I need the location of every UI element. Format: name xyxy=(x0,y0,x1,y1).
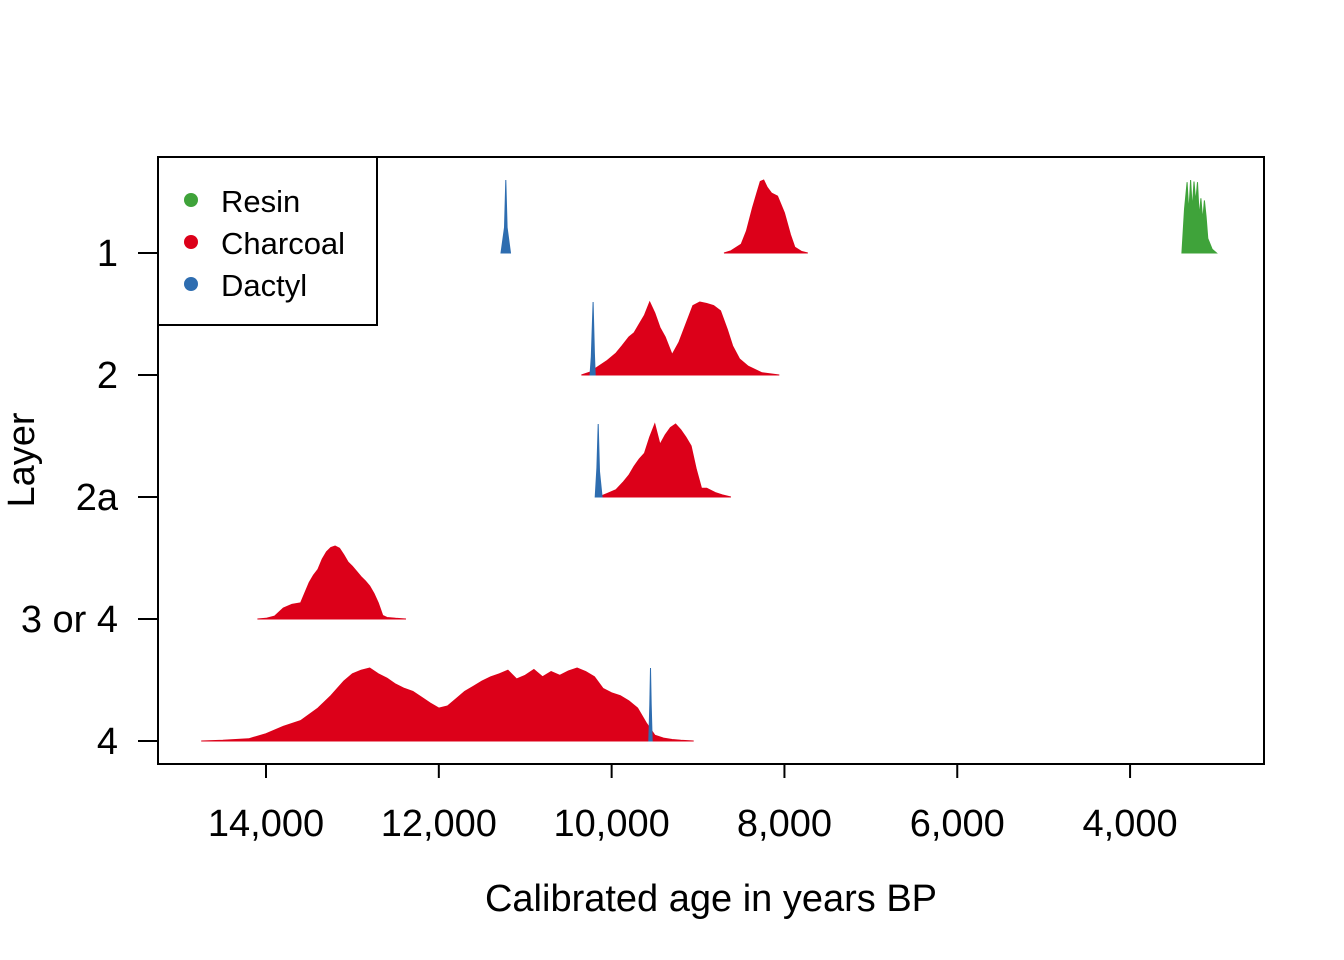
density-area-charcoal-layer-1 xyxy=(723,179,808,254)
density-area-charcoal-layer-2 xyxy=(581,300,780,376)
x-tick-label: 4,000 xyxy=(1083,803,1178,845)
y-tick-label: 3 or 4 xyxy=(21,599,118,641)
y-tick-label: 1 xyxy=(97,233,118,275)
legend-marker-dactyl xyxy=(184,277,198,291)
x-axis-label: Calibrated age in years BP xyxy=(485,878,937,920)
y-tick-label: 2a xyxy=(76,477,119,519)
density-area-charcoal-layer-4 xyxy=(201,667,694,742)
density-area-dactyl-layer-2 xyxy=(589,301,596,376)
density-area-dactyl-layer-4 xyxy=(648,667,653,742)
x-tick-label: 6,000 xyxy=(910,803,1005,845)
y-tick-label: 2 xyxy=(97,355,118,397)
legend-marker-resin xyxy=(184,193,198,207)
x-tick-label: 14,000 xyxy=(208,803,324,845)
x-tick-label: 8,000 xyxy=(737,803,832,845)
density-area-charcoal-layer-2a xyxy=(598,422,732,498)
density-area-resin-layer-1 xyxy=(1181,179,1218,254)
y-tick-label: 4 xyxy=(97,721,118,763)
density-area-charcoal-layer-3-or-4 xyxy=(257,545,407,620)
y-axis-label: Layer xyxy=(1,412,43,507)
density-areas xyxy=(201,179,1218,742)
x-tick-label: 12,000 xyxy=(381,803,497,845)
legend-label-charcoal: Charcoal xyxy=(221,226,345,261)
legend-label-resin: Resin xyxy=(221,184,300,219)
x-tick-label: 10,000 xyxy=(554,803,670,845)
x-axis: 14,000 12,000 10,000 8,000 6,000 4,000 xyxy=(208,763,1178,845)
legend-label-dactyl: Dactyl xyxy=(221,268,307,303)
density-area-dactyl-layer-2a xyxy=(594,423,603,498)
legend: Resin Charcoal Dactyl xyxy=(157,156,378,326)
y-axis: 1 2 2a 3 or 4 4 xyxy=(21,233,159,763)
density-area-dactyl-layer-1 xyxy=(500,179,512,254)
legend-marker-charcoal xyxy=(184,235,198,249)
